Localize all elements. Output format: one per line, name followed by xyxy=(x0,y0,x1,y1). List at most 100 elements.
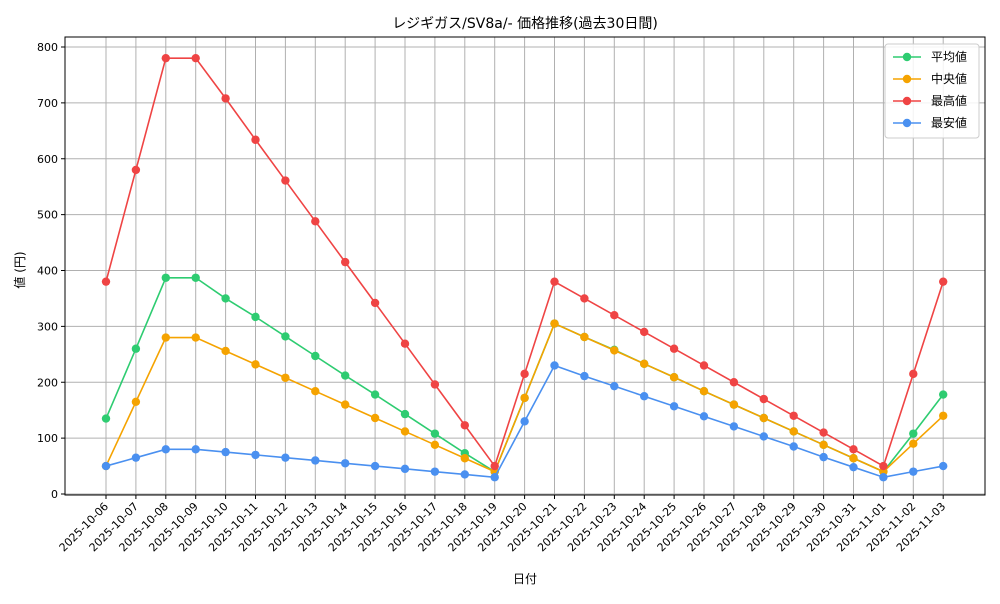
data-point xyxy=(699,361,709,370)
data-point xyxy=(939,461,948,471)
data-point xyxy=(669,402,679,411)
data-point xyxy=(550,361,559,370)
data-point xyxy=(819,452,828,462)
series-2 xyxy=(101,53,948,471)
legend-swatch-marker xyxy=(902,118,912,128)
data-point xyxy=(789,442,798,451)
data-point xyxy=(131,397,141,407)
data-point xyxy=(460,470,469,479)
data-point xyxy=(191,53,200,63)
data-point xyxy=(430,380,440,389)
data-point xyxy=(101,461,111,471)
data-point xyxy=(699,386,709,396)
data-point xyxy=(669,373,679,382)
y-tick-label: 200 xyxy=(37,376,58,389)
data-point xyxy=(251,312,260,322)
data-point xyxy=(370,461,380,471)
legend-label: 平均値 xyxy=(931,49,967,64)
data-point xyxy=(101,277,111,286)
data-point xyxy=(281,332,290,341)
data-point xyxy=(610,346,619,355)
data-point xyxy=(221,94,230,103)
data-point xyxy=(161,53,170,63)
data-point xyxy=(370,390,380,399)
data-point xyxy=(610,311,619,320)
data-point xyxy=(879,473,888,482)
x-axis-label: 日付 xyxy=(513,572,537,586)
legend-item: 平均値 xyxy=(893,49,967,64)
data-point xyxy=(131,165,141,175)
data-point xyxy=(909,429,918,438)
data-point xyxy=(281,176,290,185)
data-point xyxy=(879,461,888,471)
series-layer xyxy=(101,53,948,482)
data-point xyxy=(311,386,320,396)
data-point xyxy=(819,428,828,437)
legend-box xyxy=(884,43,980,139)
data-point xyxy=(161,445,170,454)
data-point xyxy=(550,277,559,286)
data-point xyxy=(849,445,858,454)
data-point xyxy=(520,417,529,426)
data-point xyxy=(460,421,469,430)
data-point xyxy=(430,467,440,476)
data-point xyxy=(729,400,739,409)
data-point xyxy=(580,332,589,342)
data-point xyxy=(281,373,290,382)
data-point xyxy=(341,459,350,468)
data-point xyxy=(400,409,410,419)
y-tick-label: 700 xyxy=(37,97,58,110)
data-point xyxy=(311,456,320,465)
data-point xyxy=(341,400,350,409)
data-point xyxy=(251,135,260,144)
data-point xyxy=(131,453,141,462)
data-point xyxy=(819,440,828,450)
data-point xyxy=(400,464,410,474)
data-point xyxy=(610,381,619,391)
data-point xyxy=(460,454,469,463)
y-tick-label: 500 xyxy=(37,209,58,222)
data-point xyxy=(640,392,649,401)
legend-item: 最安値 xyxy=(893,115,967,130)
data-point xyxy=(400,339,410,348)
legend-swatch-marker xyxy=(902,74,912,84)
data-point xyxy=(161,333,170,342)
data-point xyxy=(311,217,320,226)
data-point xyxy=(669,344,679,353)
chart-title: レジギガス/SV8a/- 価格推移(過去30日間) xyxy=(392,16,658,32)
data-point xyxy=(849,462,858,472)
legend-label: 最安値 xyxy=(931,115,967,130)
data-point xyxy=(729,422,739,431)
data-point xyxy=(939,390,948,399)
data-point xyxy=(370,413,380,423)
y-tick-label: 400 xyxy=(37,265,58,278)
series-3 xyxy=(101,361,948,482)
data-point xyxy=(580,371,589,381)
data-point xyxy=(490,473,499,482)
y-tick-label: 600 xyxy=(37,153,58,166)
data-point xyxy=(759,413,768,423)
legend-item: 最高値 xyxy=(893,93,967,108)
data-point xyxy=(221,294,230,303)
data-point xyxy=(430,429,440,438)
y-tick-label: 0 xyxy=(51,488,58,501)
y-tick-label: 800 xyxy=(37,41,58,54)
data-point xyxy=(849,454,858,463)
data-point xyxy=(729,378,739,387)
y-tick-label: 100 xyxy=(37,432,58,445)
data-point xyxy=(191,273,200,282)
data-point xyxy=(191,445,200,454)
data-point xyxy=(281,453,290,462)
data-point xyxy=(550,319,559,328)
data-point xyxy=(909,369,918,379)
data-point xyxy=(699,412,709,421)
data-point xyxy=(759,432,768,441)
data-point xyxy=(789,427,798,436)
grid xyxy=(65,37,985,495)
data-point xyxy=(221,346,230,356)
data-point xyxy=(640,359,649,369)
data-point xyxy=(520,369,529,379)
